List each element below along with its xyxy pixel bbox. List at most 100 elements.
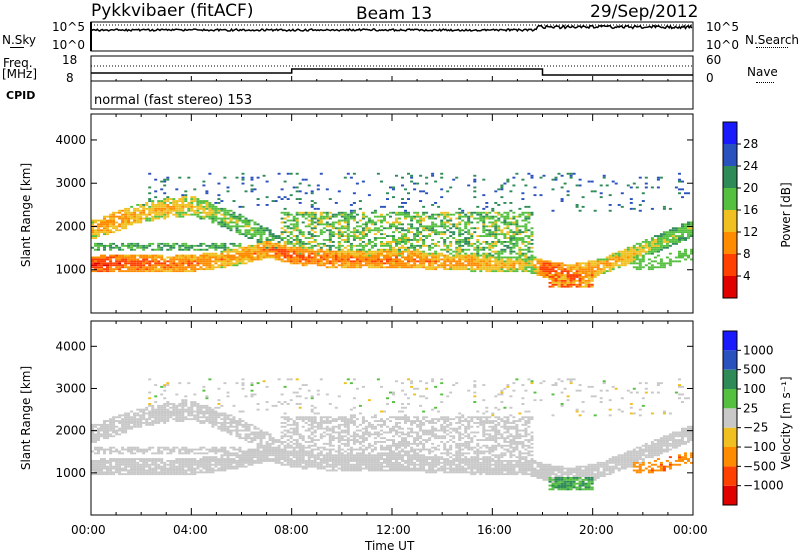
velocity-cell <box>196 471 200 474</box>
power-cell <box>488 254 492 257</box>
velocity-cell <box>238 454 242 457</box>
power-cell <box>370 241 374 243</box>
power-cell <box>476 256 480 259</box>
power-cell <box>169 202 173 204</box>
power-cell <box>367 229 371 232</box>
power-cell <box>286 260 290 263</box>
power-cell <box>364 223 368 226</box>
power-cell <box>199 258 203 261</box>
power-cell <box>404 202 407 204</box>
velocity-cell <box>133 418 137 421</box>
nave-tick-bottom: 0 <box>706 71 714 85</box>
velocity-cell <box>217 450 221 453</box>
velocity-cell <box>103 435 106 438</box>
velocity-cell <box>166 416 170 419</box>
power-cell <box>253 235 257 237</box>
velocity-cell <box>106 431 109 434</box>
power-cell <box>241 205 245 208</box>
power-cell <box>352 202 356 204</box>
power-cell <box>488 244 492 247</box>
power-cell <box>97 248 100 251</box>
power-cell <box>446 268 450 271</box>
power-cell <box>392 237 395 239</box>
velocity-cell <box>208 460 212 462</box>
power-cell <box>476 262 480 265</box>
power-cell <box>322 223 326 226</box>
power-cell <box>629 202 633 204</box>
power-cell <box>328 211 332 214</box>
velocity-cell <box>169 469 173 472</box>
power-cell <box>274 244 278 247</box>
power-cell <box>395 248 398 251</box>
power-cell <box>605 184 609 187</box>
power-cell <box>340 239 344 241</box>
power-cell <box>413 233 417 236</box>
power-cell <box>488 221 492 224</box>
velocity-cell <box>295 416 299 419</box>
velocity-cell <box>115 429 119 432</box>
power-cell <box>533 256 537 259</box>
power-cell <box>653 235 657 237</box>
power-cell <box>659 233 663 236</box>
power-cell <box>440 225 444 228</box>
power-cell <box>530 268 534 271</box>
velocity-cell <box>145 422 149 424</box>
power-cell <box>641 200 645 202</box>
velocity-cell <box>289 423 293 426</box>
power-cell <box>569 276 573 278</box>
power-cell <box>434 252 438 255</box>
velocity-cell <box>133 420 137 422</box>
velocity-cell <box>148 418 152 421</box>
power-cell <box>217 266 221 269</box>
power-cell <box>684 252 687 255</box>
power-cell <box>674 239 678 241</box>
velocity-cell <box>262 456 266 459</box>
power-cell <box>503 244 507 247</box>
velocity-cell <box>166 418 170 421</box>
power-cell <box>319 211 323 214</box>
power-cell <box>310 244 314 247</box>
power-cell <box>521 258 525 261</box>
velocity-cell <box>142 473 146 476</box>
power-cell <box>545 274 549 276</box>
power-cell <box>160 204 164 206</box>
power-cell <box>398 258 401 261</box>
power-cell <box>199 217 203 220</box>
velocity-cell <box>193 416 197 419</box>
power-cell <box>681 196 684 199</box>
power-cell <box>509 242 513 245</box>
power-cell <box>214 213 218 216</box>
power-cell <box>467 244 471 247</box>
power-cell <box>548 276 552 278</box>
power-cell <box>175 204 179 206</box>
velocity-cell <box>274 454 278 457</box>
velocity-cell <box>154 410 158 413</box>
power-cell <box>473 254 477 257</box>
power-cell <box>449 264 453 267</box>
velocity-cell <box>181 399 185 402</box>
power-cell <box>202 252 206 255</box>
velocity-cell <box>289 431 293 434</box>
power-cell <box>148 217 152 220</box>
velocity-cell <box>250 439 254 441</box>
power-cell <box>383 237 386 239</box>
power-cell <box>256 258 260 261</box>
power-cell <box>506 231 510 234</box>
power-cell <box>292 258 296 261</box>
velocity-cell <box>142 408 146 411</box>
power-cell <box>160 264 164 267</box>
velocity-cell <box>217 469 221 472</box>
power-cell <box>103 244 106 247</box>
velocity-cell <box>133 416 137 419</box>
velocity-cell <box>160 467 164 470</box>
velocity-cell <box>199 412 203 415</box>
power-cell <box>653 248 657 251</box>
power-cell <box>112 264 116 267</box>
power-cell <box>614 264 618 267</box>
velocity-cell <box>163 416 167 419</box>
power-cell <box>304 264 308 267</box>
power-cell <box>301 248 305 251</box>
power-cell <box>521 264 525 267</box>
velocity-cell <box>178 473 182 476</box>
power-cell <box>461 241 465 243</box>
